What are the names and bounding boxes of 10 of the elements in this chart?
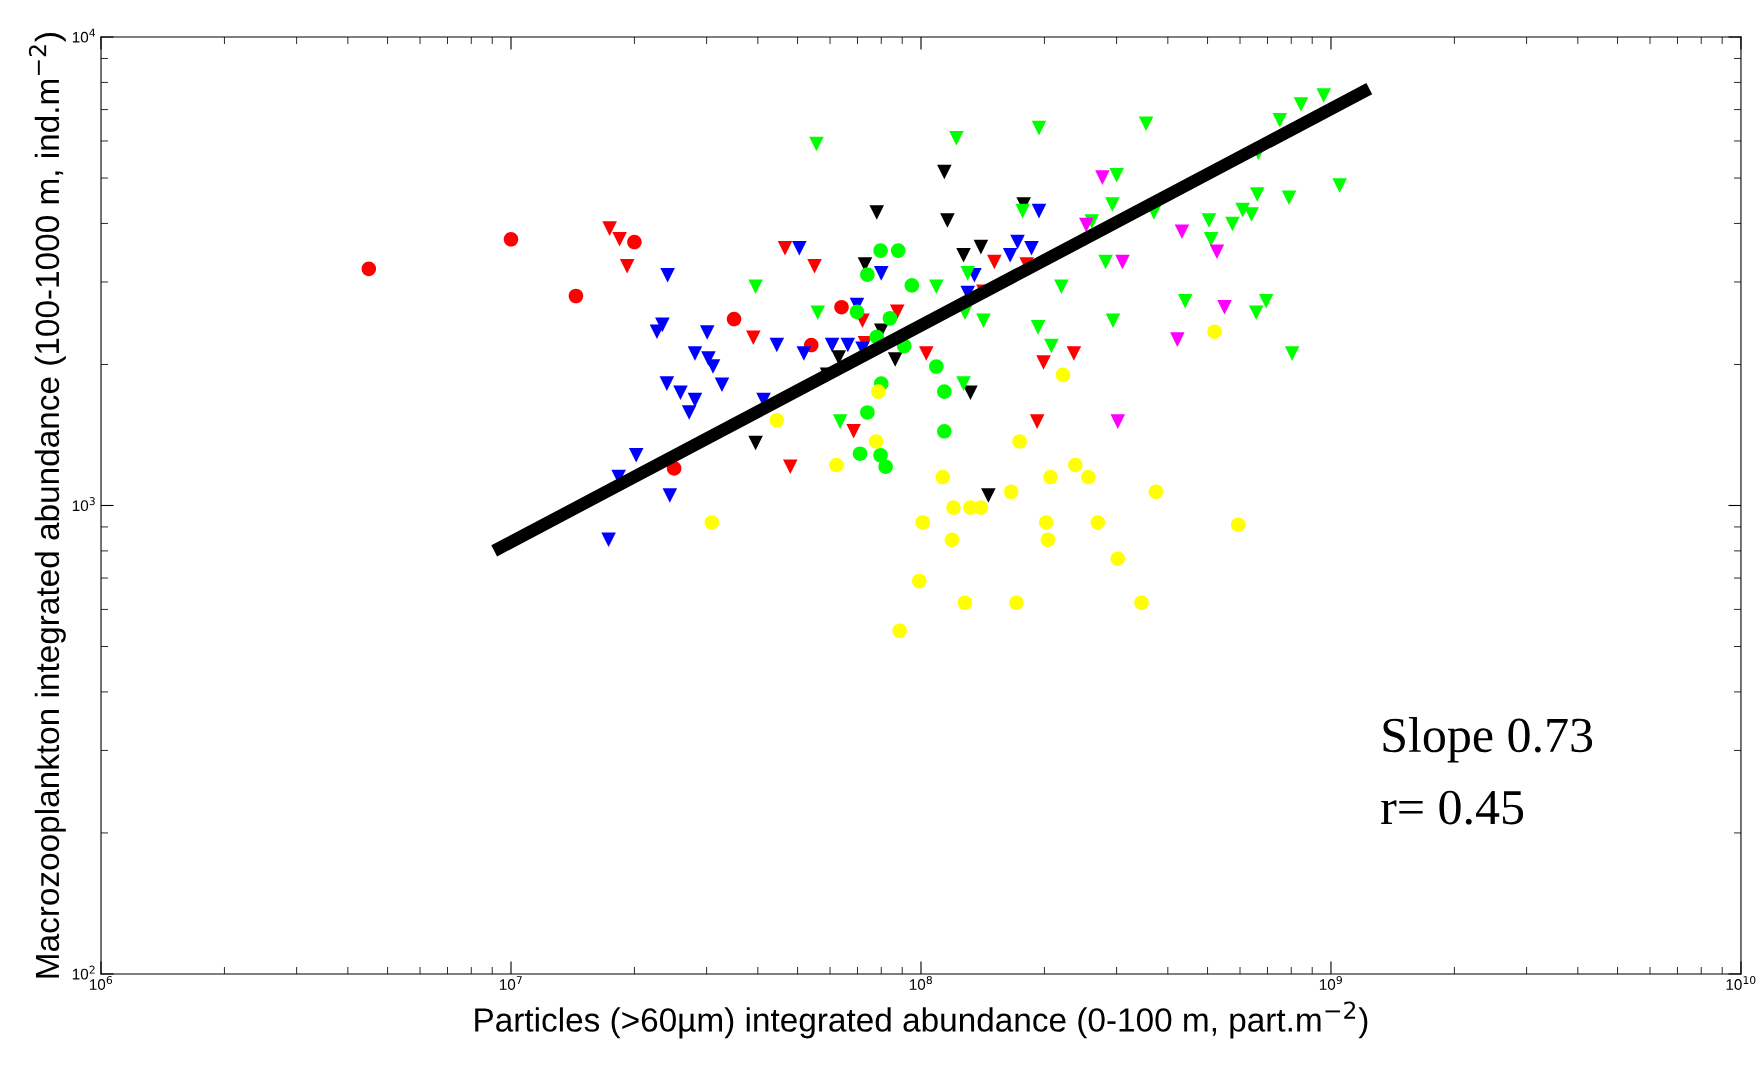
x-axis-title: Particles (>60µm) integrated abundance (0-100 m, part.m$^{−2}$) [475,1001,1368,1039]
annotation: r= 0.45 [1381,790,1524,825]
annotation: Slope 0.73 [1383,717,1593,763]
y-tick-label: 10$^{3}$ [72,497,95,512]
x-tick-label: 10$^{8}$ [909,975,932,990]
x-tick-label: 10$^{10}$ [1726,975,1756,990]
y-axis-title: Macrozooplankton integrated abundance (100-1000 m, ind.m$^{−2}$) [28,33,66,978]
x-tick-label: 10$^{7}$ [499,976,522,990]
x-tick-label: 10$^{9}$ [1319,975,1342,990]
y-tick-label: 10$^{4}$ [72,28,96,43]
